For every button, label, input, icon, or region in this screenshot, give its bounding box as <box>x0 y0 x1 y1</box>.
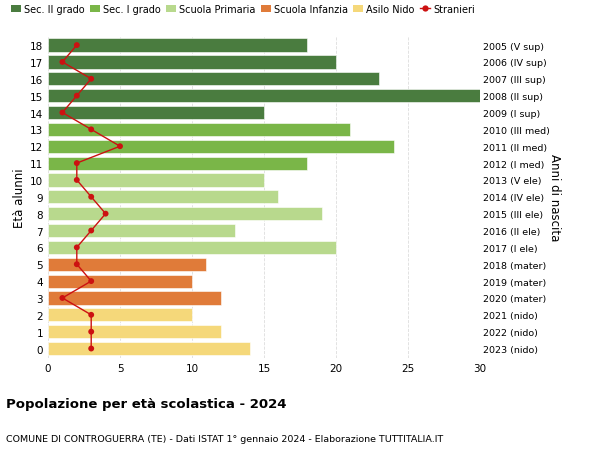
Bar <box>48 308 192 322</box>
Point <box>58 59 67 67</box>
Point <box>86 126 96 134</box>
Bar <box>48 56 336 69</box>
Y-axis label: Anni di nascita: Anni di nascita <box>548 154 561 241</box>
Bar <box>48 325 221 338</box>
Text: Popolazione per età scolastica - 2024: Popolazione per età scolastica - 2024 <box>6 397 287 410</box>
Bar <box>48 292 221 305</box>
Bar <box>48 191 278 204</box>
Text: COMUNE DI CONTROGUERRA (TE) - Dati ISTAT 1° gennaio 2024 - Elaborazione TUTTITAL: COMUNE DI CONTROGUERRA (TE) - Dati ISTAT… <box>6 434 443 443</box>
Point <box>58 295 67 302</box>
Legend: Sec. II grado, Sec. I grado, Scuola Primaria, Scuola Infanzia, Asilo Nido, Stran: Sec. II grado, Sec. I grado, Scuola Prim… <box>11 5 475 15</box>
Bar <box>48 157 307 170</box>
Point <box>72 244 82 252</box>
Point <box>72 177 82 184</box>
Point <box>58 110 67 117</box>
Point <box>86 278 96 285</box>
Bar <box>48 140 394 153</box>
Bar <box>48 106 264 120</box>
Point <box>86 312 96 319</box>
Bar <box>48 342 250 355</box>
Point <box>86 76 96 83</box>
Point <box>101 211 110 218</box>
Point <box>86 227 96 235</box>
Point <box>86 194 96 201</box>
Bar <box>48 275 192 288</box>
Point <box>72 42 82 50</box>
Bar <box>48 123 350 137</box>
Bar <box>48 73 379 86</box>
Y-axis label: Età alunni: Età alunni <box>13 168 26 227</box>
Bar <box>48 258 206 271</box>
Bar <box>48 241 336 254</box>
Point <box>72 93 82 100</box>
Bar <box>48 207 322 221</box>
Bar <box>48 174 264 187</box>
Bar <box>48 39 307 52</box>
Point <box>86 328 96 336</box>
Point <box>115 143 125 151</box>
Bar <box>48 224 235 238</box>
Point <box>72 261 82 269</box>
Point <box>72 160 82 168</box>
Point <box>86 345 96 353</box>
Bar <box>48 90 480 103</box>
